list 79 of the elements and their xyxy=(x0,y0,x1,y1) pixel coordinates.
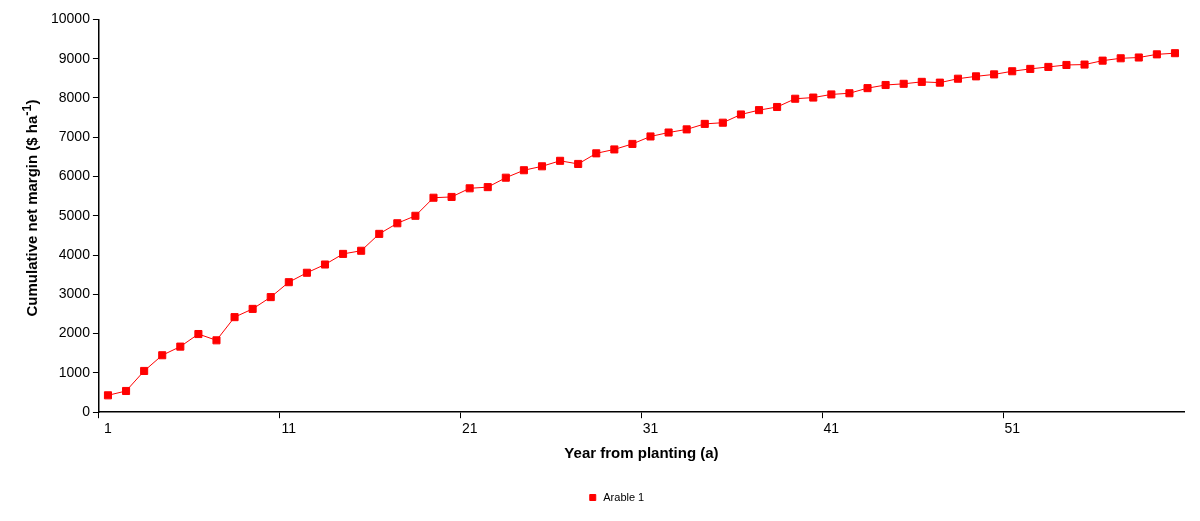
point xyxy=(1062,60,1071,69)
point xyxy=(791,94,800,103)
point xyxy=(935,78,944,87)
point xyxy=(429,193,438,202)
point xyxy=(357,246,366,255)
point xyxy=(230,313,239,322)
point xyxy=(411,211,420,220)
point xyxy=(122,386,131,396)
y-tick-label: 0 xyxy=(82,403,91,420)
point xyxy=(393,219,402,228)
point xyxy=(664,128,673,137)
point xyxy=(266,293,275,302)
y-tick-label: 8000 xyxy=(58,88,91,105)
point xyxy=(718,118,727,127)
point xyxy=(284,278,293,287)
y-tick-label: 4000 xyxy=(58,245,91,262)
point xyxy=(736,110,745,119)
x-tick-label: 1 xyxy=(104,420,113,437)
point xyxy=(1080,60,1089,69)
point xyxy=(1134,53,1143,62)
point xyxy=(881,80,890,90)
point xyxy=(212,336,221,345)
x-tick-label: 31 xyxy=(642,420,659,437)
point xyxy=(682,125,691,134)
point xyxy=(248,304,257,313)
point xyxy=(537,162,547,171)
point xyxy=(158,351,167,360)
point xyxy=(971,72,981,81)
point xyxy=(465,184,474,193)
point xyxy=(990,70,999,79)
y-tick-label: 7000 xyxy=(58,128,91,145)
point xyxy=(827,90,836,99)
x-tick-label: 21 xyxy=(461,420,478,437)
point xyxy=(845,89,854,98)
point xyxy=(1098,56,1107,65)
y-tick-label: 9000 xyxy=(58,49,91,66)
y-tick-label: 2000 xyxy=(58,324,91,341)
y-tick-label: 10000 xyxy=(50,10,91,27)
point xyxy=(556,156,565,165)
point xyxy=(610,145,619,154)
point xyxy=(1026,64,1035,73)
point xyxy=(103,391,113,400)
x-tick-label: 11 xyxy=(281,420,297,437)
y-tick-label: 1000 xyxy=(58,363,91,380)
point xyxy=(1152,50,1161,59)
point xyxy=(953,74,962,83)
point xyxy=(140,366,149,375)
point xyxy=(339,249,348,258)
x-axis-title: Year from planting (a) xyxy=(564,444,719,462)
point xyxy=(320,260,330,269)
x-tick-label: 41 xyxy=(823,420,840,437)
point xyxy=(375,229,384,238)
point xyxy=(628,139,637,148)
point xyxy=(1170,49,1179,58)
legend-label: Arable 1 xyxy=(603,490,645,503)
point xyxy=(863,84,872,93)
y-tick-label: 5000 xyxy=(58,206,91,223)
y-tick-label: 3000 xyxy=(58,285,91,302)
point xyxy=(519,166,528,175)
point xyxy=(809,93,818,102)
point xyxy=(501,173,510,182)
point xyxy=(773,102,782,112)
point xyxy=(1008,67,1017,76)
point xyxy=(176,342,185,351)
point xyxy=(899,79,908,88)
point xyxy=(592,149,601,158)
point xyxy=(1044,62,1053,71)
point xyxy=(917,77,926,86)
point xyxy=(194,330,203,339)
point xyxy=(1116,54,1125,63)
point xyxy=(574,159,583,168)
point xyxy=(646,132,655,141)
point xyxy=(302,268,311,277)
point xyxy=(447,192,456,201)
x-tick-label: 51 xyxy=(1004,420,1021,437)
y-tick-label: 6000 xyxy=(58,167,91,184)
point xyxy=(754,106,764,115)
point xyxy=(700,119,709,128)
point xyxy=(483,183,492,192)
